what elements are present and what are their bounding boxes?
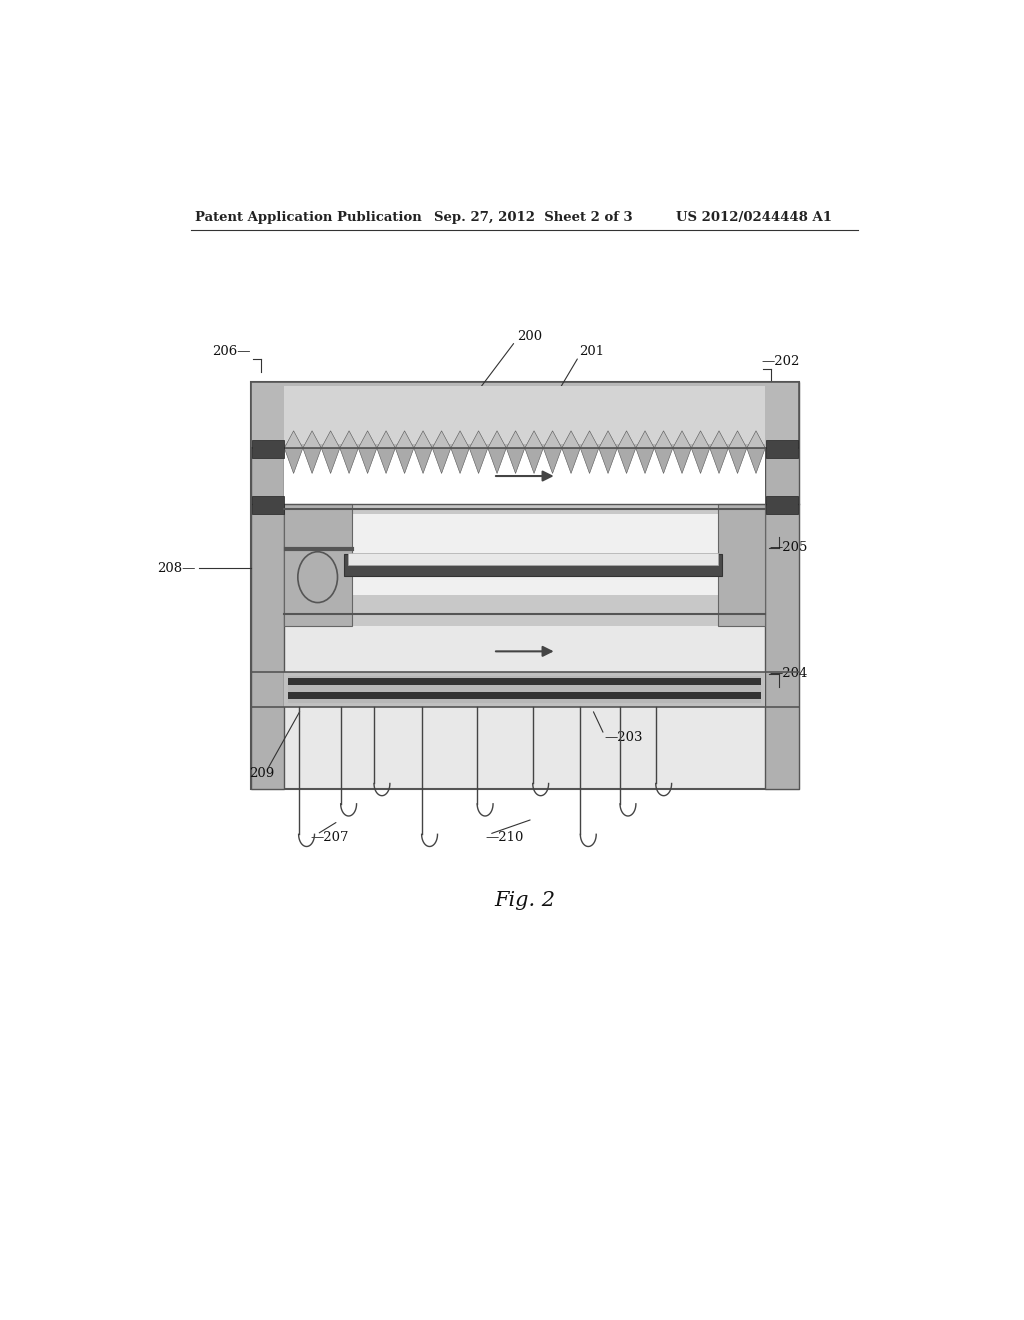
- Text: —211: —211: [604, 517, 642, 531]
- Polygon shape: [303, 447, 322, 474]
- Bar: [300, 515, 750, 595]
- Polygon shape: [340, 430, 358, 447]
- Polygon shape: [728, 430, 746, 447]
- Polygon shape: [285, 430, 303, 447]
- Bar: [766, 496, 798, 515]
- Polygon shape: [469, 430, 487, 447]
- Polygon shape: [469, 447, 487, 474]
- Polygon shape: [617, 447, 636, 474]
- Polygon shape: [377, 447, 395, 474]
- Polygon shape: [451, 447, 469, 474]
- Bar: [344, 554, 722, 576]
- Text: Sep. 27, 2012  Sheet 2 of 3: Sep. 27, 2012 Sheet 2 of 3: [433, 211, 632, 224]
- Bar: [285, 385, 765, 444]
- Polygon shape: [432, 447, 451, 474]
- Text: —205: —205: [769, 541, 808, 554]
- Text: —210: —210: [485, 830, 523, 843]
- Polygon shape: [414, 447, 432, 474]
- Bar: [285, 504, 352, 626]
- Bar: [289, 676, 761, 704]
- Polygon shape: [414, 430, 432, 447]
- Polygon shape: [377, 430, 395, 447]
- Polygon shape: [617, 430, 636, 447]
- Polygon shape: [358, 447, 377, 474]
- Bar: [718, 504, 765, 626]
- Bar: [765, 381, 799, 788]
- Bar: [251, 381, 285, 788]
- Polygon shape: [395, 447, 414, 474]
- Bar: [285, 504, 765, 626]
- Polygon shape: [599, 447, 617, 474]
- Polygon shape: [562, 447, 581, 474]
- Polygon shape: [673, 447, 691, 474]
- Polygon shape: [506, 430, 524, 447]
- Bar: [251, 381, 799, 788]
- Text: 201: 201: [579, 345, 604, 358]
- Bar: [285, 672, 765, 708]
- Polygon shape: [487, 447, 506, 474]
- Polygon shape: [285, 447, 303, 474]
- Bar: [348, 553, 718, 565]
- Polygon shape: [358, 430, 377, 447]
- Polygon shape: [322, 430, 340, 447]
- Polygon shape: [544, 430, 562, 447]
- Text: —202: —202: [761, 355, 800, 368]
- Polygon shape: [710, 430, 728, 447]
- Bar: [289, 692, 761, 700]
- Polygon shape: [746, 447, 765, 474]
- Polygon shape: [691, 430, 710, 447]
- Polygon shape: [524, 447, 544, 474]
- Polygon shape: [395, 430, 414, 447]
- Bar: [252, 496, 284, 515]
- Polygon shape: [432, 430, 451, 447]
- Text: —204: —204: [769, 667, 808, 680]
- Polygon shape: [451, 430, 469, 447]
- Polygon shape: [654, 447, 673, 474]
- Text: 209: 209: [249, 767, 273, 780]
- Polygon shape: [599, 430, 617, 447]
- Polygon shape: [581, 447, 599, 474]
- Polygon shape: [691, 447, 710, 474]
- Polygon shape: [487, 430, 506, 447]
- Bar: [251, 381, 799, 447]
- Polygon shape: [524, 430, 544, 447]
- Bar: [285, 447, 765, 504]
- Polygon shape: [544, 447, 562, 474]
- Text: Patent Application Publication: Patent Application Publication: [196, 211, 422, 224]
- Polygon shape: [654, 430, 673, 447]
- Text: 200: 200: [517, 330, 542, 343]
- Polygon shape: [673, 430, 691, 447]
- Text: 206—: 206—: [213, 345, 251, 358]
- Polygon shape: [636, 430, 654, 447]
- Polygon shape: [562, 430, 581, 447]
- Polygon shape: [636, 447, 654, 474]
- Polygon shape: [303, 430, 322, 447]
- Bar: [766, 440, 798, 458]
- Text: 208—: 208—: [157, 561, 196, 574]
- Polygon shape: [506, 447, 524, 474]
- Text: —207: —207: [310, 830, 349, 843]
- Bar: [252, 440, 284, 458]
- Bar: [289, 677, 761, 685]
- Polygon shape: [322, 447, 340, 474]
- Polygon shape: [340, 447, 358, 474]
- Text: US 2012/0244448 A1: US 2012/0244448 A1: [676, 211, 831, 224]
- Polygon shape: [581, 430, 599, 447]
- Text: —203: —203: [604, 731, 643, 744]
- Polygon shape: [710, 447, 728, 474]
- Polygon shape: [746, 430, 765, 447]
- Text: Fig. 2: Fig. 2: [495, 891, 555, 909]
- Polygon shape: [728, 447, 746, 474]
